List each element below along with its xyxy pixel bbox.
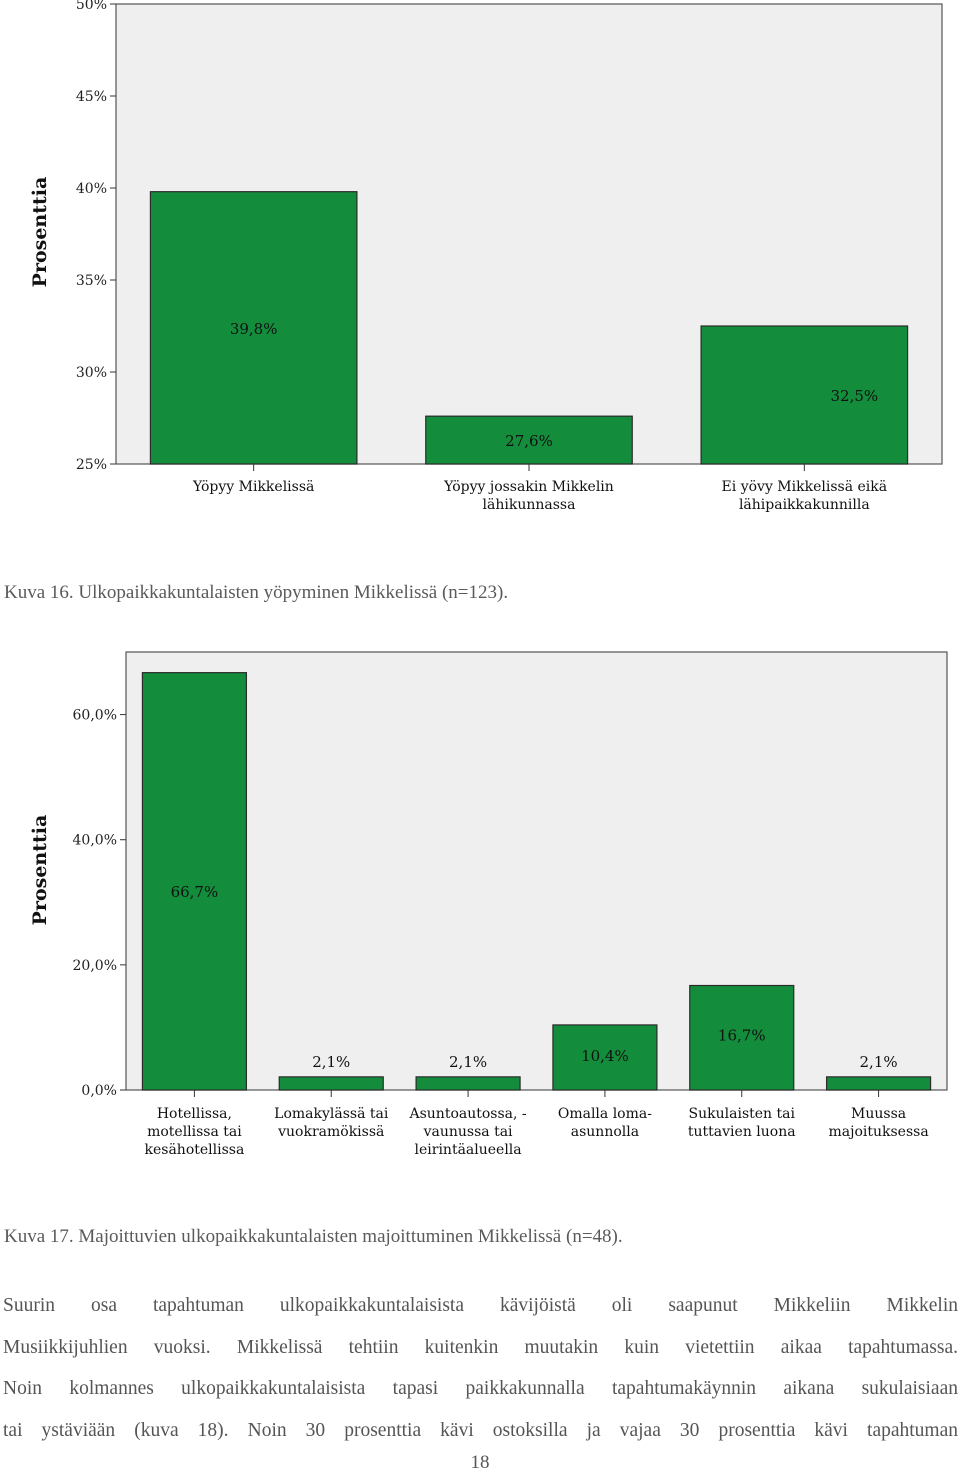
y-tick-label: 40% xyxy=(76,181,107,197)
data-label: 16,7% xyxy=(718,1027,766,1045)
page-number: 18 xyxy=(470,1452,490,1473)
body-line: Noin kolmannes ulkopaikkakuntalaisista t… xyxy=(3,1378,958,1399)
y-tick-label: 45% xyxy=(76,89,107,105)
data-label: 27,6% xyxy=(505,432,553,450)
plot-area xyxy=(125,651,948,1091)
y-tick-label: 40,0% xyxy=(73,833,117,849)
x-category-label: vuokramökissä xyxy=(277,1124,384,1140)
chart-17-svg: 0,0% 20,0% 40,0% 60,0% Prosenttia 66,7% Hotell… xyxy=(29,651,948,1158)
x-category-label: Ei yövy Mikkelissä eikä xyxy=(722,479,888,495)
y-tick-label: 35% xyxy=(76,273,107,289)
data-label: 2,1% xyxy=(449,1053,487,1071)
x-category-label: Hotellissa, xyxy=(157,1106,232,1122)
y-axis-label: Prosenttia xyxy=(29,815,51,926)
caption-figure-17: Kuva 17. Majoittuvien ulkopaikkakuntalai… xyxy=(4,1226,623,1247)
data-label: 2,1% xyxy=(860,1053,898,1071)
x-category-label: Lomakylässä tai xyxy=(274,1106,389,1122)
x-category-label: lähikunnassa xyxy=(483,497,576,513)
data-label: 66,7% xyxy=(171,883,219,901)
x-category-label: leirintäalueella xyxy=(415,1142,522,1158)
x-category-label: Yöpyy Mikkelissä xyxy=(192,479,314,495)
chart-figure-17: 0,0% 20,0% 40,0% 60,0% Prosenttia 66,7% Hotell… xyxy=(0,640,960,1175)
x-category-label: Sukulaisten tai xyxy=(689,1106,796,1122)
bar xyxy=(415,1076,521,1091)
bar xyxy=(689,984,795,1091)
x-category-label: motellissa tai xyxy=(147,1124,242,1140)
x-category-label: lähipaikkakunnilla xyxy=(739,497,870,513)
bar xyxy=(425,415,633,465)
data-label: 2,1% xyxy=(312,1053,350,1071)
bar xyxy=(700,325,909,465)
x-category-label: asunnolla xyxy=(571,1124,639,1140)
bar xyxy=(278,1076,384,1091)
x-category-label: Muussa xyxy=(851,1106,906,1122)
y-tick-label: 30% xyxy=(76,365,107,381)
bar xyxy=(149,191,358,465)
chart-16-svg: 25% 30% 35% 40% 45% 50% Prosenttia 39,8% Yöpyy M… xyxy=(29,0,943,513)
data-label: 39,8% xyxy=(230,320,278,338)
y-tick-label: 0,0% xyxy=(81,1083,117,1099)
body-paragraph: Suurin osa tapahtuman ulkopaikkakuntalai… xyxy=(3,1285,958,1451)
x-category-label: kesähotellissa xyxy=(145,1142,245,1158)
body-line: Suurin osa tapahtuman ulkopaikkakuntalai… xyxy=(3,1295,958,1316)
bar xyxy=(141,672,248,1091)
x-category-label: Asuntoautossa, - xyxy=(409,1106,527,1122)
data-label: 10,4% xyxy=(581,1047,629,1065)
chart-figure-16: 25% 30% 35% 40% 45% 50% Prosenttia 39,8% Yöpyy M… xyxy=(0,0,960,525)
y-axis-label: Prosenttia xyxy=(29,177,51,288)
x-category-label: tuttavien luona xyxy=(688,1124,796,1140)
x-category-label: majoituksessa xyxy=(828,1124,928,1140)
data-label: 32,5% xyxy=(831,387,879,405)
x-category-label: Omalla loma- xyxy=(558,1106,652,1122)
x-category-label: vaunussa tai xyxy=(423,1124,513,1140)
bar xyxy=(552,1024,658,1091)
body-line: tai ystäviään (kuva 18). Noin 30 prosent… xyxy=(3,1419,958,1441)
bar xyxy=(825,1076,932,1091)
body-line: Musiikkijuhlien vuoksi. Mikkelissä tehti… xyxy=(3,1336,958,1358)
caption-figure-16: Kuva 16. Ulkopaikkakuntalaisten yöpymine… xyxy=(4,582,509,603)
y-tick-label: 25% xyxy=(76,457,107,473)
y-tick-label: 60,0% xyxy=(73,708,117,724)
x-category-label: Yöpyy jossakin Mikkelin xyxy=(443,479,614,495)
y-tick-label: 20,0% xyxy=(73,958,117,974)
y-tick-label: 50% xyxy=(76,0,107,13)
